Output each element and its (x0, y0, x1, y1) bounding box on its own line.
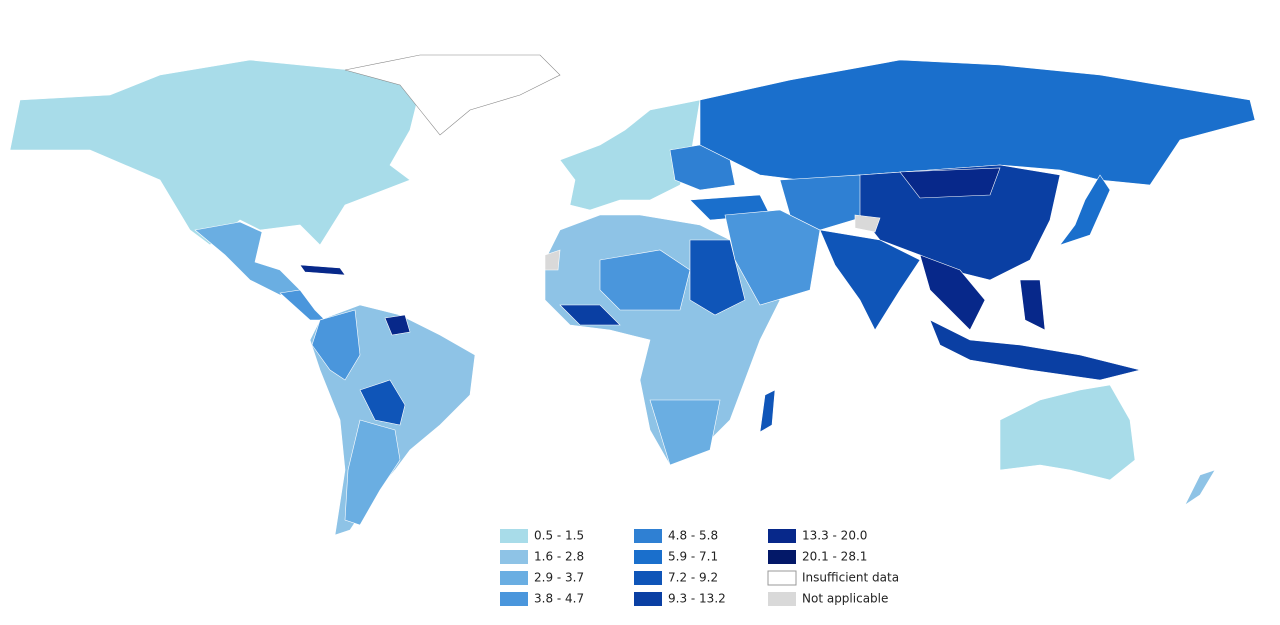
legend-swatch (634, 571, 662, 585)
philippines (1019, 279, 1046, 331)
mongolia (899, 167, 1001, 199)
legend-label: 13.3 - 20.0 (802, 529, 867, 543)
legend-swatch (768, 550, 796, 564)
legend-swatch (634, 550, 662, 564)
legend-label: 2.9 - 3.7 (534, 571, 584, 585)
legend-swatch (768, 529, 796, 543)
japan (1059, 174, 1111, 246)
legend-swatch (500, 571, 528, 585)
mexico (194, 221, 301, 296)
greenland (344, 54, 561, 136)
legend-label: 7.2 - 9.2 (668, 571, 718, 585)
western-sahara (544, 249, 561, 271)
central-america (279, 289, 326, 321)
guianas (384, 314, 411, 336)
legend-label: 3.8 - 4.7 (534, 592, 584, 606)
argentina (344, 419, 401, 526)
australia (999, 384, 1136, 481)
china (859, 164, 1061, 281)
andes (311, 309, 361, 381)
legend-swatch (500, 529, 528, 543)
central-asia (779, 174, 871, 231)
southeast-asia (919, 254, 986, 331)
southern-africa (649, 399, 721, 466)
new-zealand (1184, 469, 1216, 506)
north-america (9, 59, 421, 246)
legend-label: Not applicable (802, 592, 888, 606)
legend-label: 9.3 - 13.2 (668, 592, 726, 606)
caribbean (299, 264, 346, 276)
legend-label: 5.9 - 7.1 (668, 550, 718, 564)
legend-swatch (767, 570, 797, 586)
west-africa (559, 304, 621, 326)
legend: 0.5 - 1.5 1.6 - 2.8 2.9 - 3.7 3.8 - 4.7 4.8 … (500, 529, 899, 606)
legend-label: Insufficient data (802, 571, 899, 585)
madagascar (759, 389, 776, 433)
russia (699, 59, 1256, 186)
legend-swatch (500, 592, 528, 606)
sahel (599, 249, 691, 311)
legend-swatch (768, 592, 796, 606)
legend-swatch (634, 529, 662, 543)
legend-swatch (500, 550, 528, 564)
indonesia (929, 319, 1141, 381)
world-map (9, 54, 1256, 536)
legend-label: 4.8 - 5.8 (668, 529, 718, 543)
egypt-sudan (689, 239, 746, 316)
bolivia (359, 379, 406, 426)
legend-label: 1.6 - 2.8 (534, 550, 584, 564)
tibet-na (854, 214, 881, 233)
europe (559, 99, 701, 211)
legend-swatch (634, 592, 662, 606)
india (819, 229, 921, 331)
legend-label: 0.5 - 1.5 (534, 529, 584, 543)
legend-label: 20.1 - 28.1 (802, 550, 867, 564)
middle-east (724, 209, 821, 306)
